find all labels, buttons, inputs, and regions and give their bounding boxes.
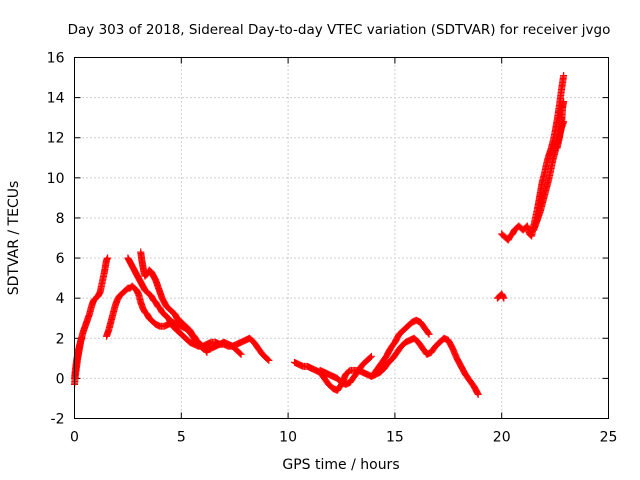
- grid: [74, 57, 609, 419]
- data-point-trail: [417, 342, 425, 350]
- data-point-trail: [366, 353, 374, 361]
- data-point-trail: [261, 352, 269, 360]
- data-point-trail: [236, 349, 244, 357]
- data-point-trail: [202, 347, 210, 355]
- data-point-trail: [402, 324, 410, 332]
- data-point-trail: [365, 354, 373, 362]
- series-arc-6: [291, 334, 482, 398]
- data-point-trail: [447, 342, 455, 350]
- data-point-trail: [353, 369, 361, 377]
- data-point-trail: [434, 340, 442, 348]
- series-arc-8: [370, 316, 433, 378]
- data-point-trail: [77, 335, 85, 343]
- data-point-trail: [372, 367, 380, 375]
- y-tick-label: 6: [56, 251, 65, 267]
- data-point-trail: [336, 383, 344, 391]
- series-arc-3: [103, 282, 245, 358]
- data-point-trail: [499, 293, 507, 301]
- x-tick-label: 25: [600, 430, 618, 446]
- data-point-trail: [264, 355, 272, 363]
- y-tick-label: 0: [56, 371, 65, 387]
- series-arc-7: [316, 352, 375, 388]
- data-point-trail: [103, 255, 111, 263]
- data-point-trail: [412, 336, 420, 344]
- x-axis-label: GPS time / hours: [282, 457, 399, 473]
- data-point-trail: [391, 351, 399, 359]
- x-tick-label: 0: [70, 430, 79, 446]
- y-tick-label: 10: [47, 171, 65, 187]
- axis-ticks: [74, 57, 609, 419]
- series-arc-2: [71, 334, 86, 382]
- data-point-trail: [559, 99, 567, 107]
- data-point-trail: [235, 348, 243, 356]
- data-point-trail: [378, 366, 386, 374]
- y-tick-label: -2: [51, 412, 65, 428]
- data-point-trail: [559, 73, 567, 81]
- x-tick-label: 5: [177, 430, 186, 446]
- series-arc-12: [553, 98, 568, 152]
- y-tick-label: 8: [56, 211, 65, 227]
- series-arc-10: [498, 72, 568, 244]
- y-tick-labels: -2 0 2 4 6 8 10 12 14 16: [47, 51, 65, 428]
- data-point-trail: [423, 328, 431, 336]
- data-point-trail: [361, 358, 369, 366]
- data-point-trail: [387, 356, 395, 364]
- x-tick-labels: 0 5 10 15 20 25: [70, 430, 617, 446]
- data-point-trail: [464, 374, 472, 382]
- data-point-trail: [419, 322, 427, 330]
- plot-frame: [74, 57, 609, 419]
- data-point-trail: [171, 324, 179, 332]
- data-point-trail: [389, 341, 397, 349]
- y-tick-label: 2: [56, 331, 65, 347]
- series-arc-9: [493, 290, 508, 302]
- chart-title: Day 303 of 2018, Sidereal Day-to-day VTE…: [68, 22, 611, 38]
- x-tick-label: 10: [279, 430, 297, 446]
- data-point-trail: [468, 380, 476, 388]
- data-point-trail: [376, 361, 384, 369]
- data-points: [71, 72, 568, 398]
- y-tick-label: 14: [47, 91, 65, 107]
- data-point-trail: [349, 375, 357, 383]
- y-tick-label: 4: [56, 291, 65, 307]
- data-point-trail: [424, 329, 432, 337]
- y-tick-label: 16: [47, 51, 65, 67]
- data-point-trail: [473, 388, 481, 396]
- y-axis-label: SDTVAR / TECUs: [6, 181, 22, 296]
- data-point-trail: [474, 389, 482, 397]
- data-point-trail: [175, 328, 183, 336]
- data-point: [265, 356, 273, 364]
- data-point-trail: [179, 332, 187, 340]
- x-tick-label: 15: [386, 430, 404, 446]
- y-tick-label: 12: [47, 131, 65, 147]
- series-arc-5: [137, 248, 211, 356]
- data-point-trail: [252, 342, 260, 350]
- data-point-trail: [397, 328, 405, 336]
- x-tick-label: 20: [493, 430, 511, 446]
- series-arc-4: [124, 254, 273, 364]
- data-point-trail: [248, 336, 256, 344]
- data-point-trail: [344, 368, 352, 376]
- data-point-trail: [381, 355, 389, 363]
